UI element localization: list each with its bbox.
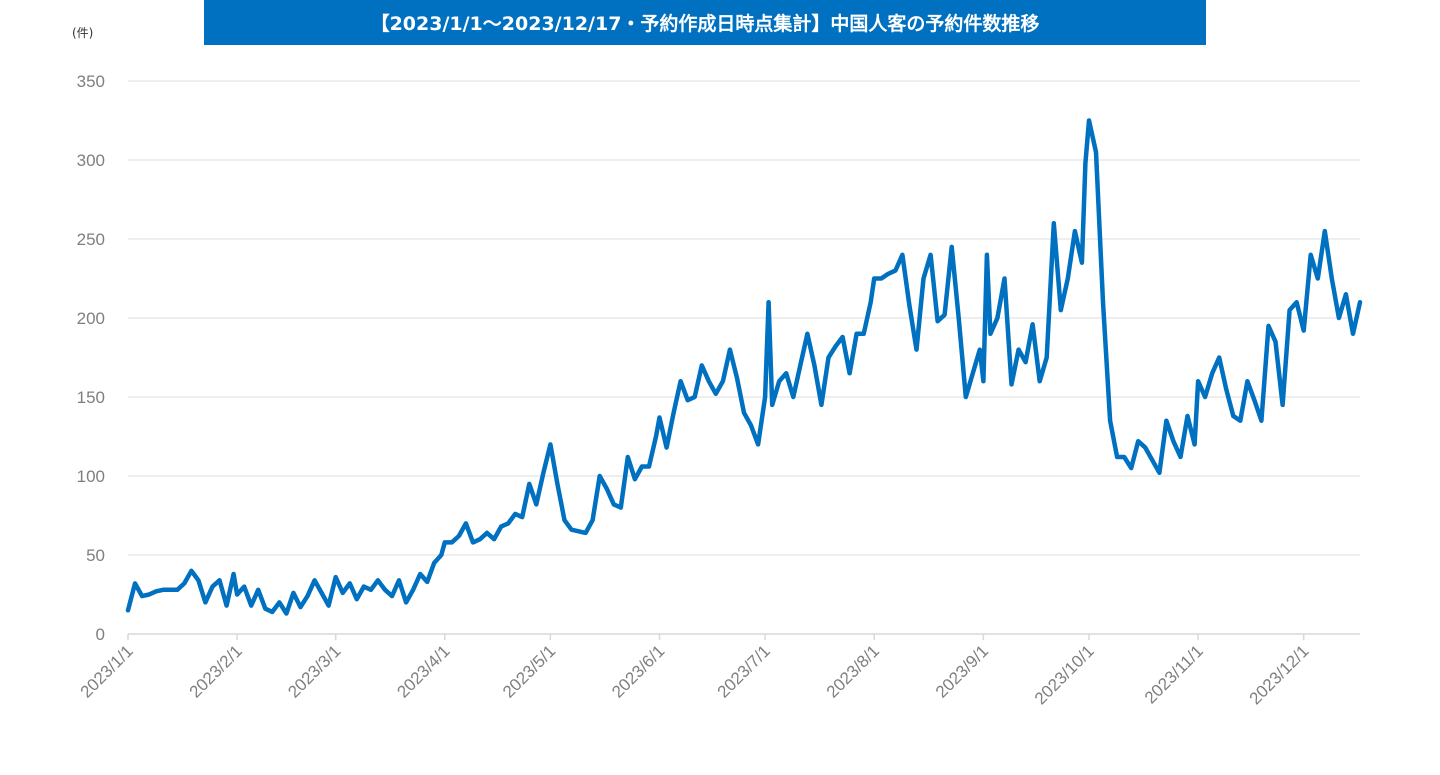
- x-tick-label: 2023/5/1: [499, 641, 559, 701]
- x-tick-label: 2023/11/1: [1141, 641, 1207, 707]
- x-tick-label: 2023/9/1: [932, 641, 992, 701]
- y-tick-label: 250: [77, 230, 105, 249]
- series-line: [125, 118, 1363, 616]
- x-tick-label: 2023/3/1: [284, 641, 344, 701]
- y-tick-label: 300: [77, 151, 105, 170]
- y-tick-label: 200: [77, 309, 105, 328]
- y-tick-label: 350: [77, 72, 105, 91]
- y-tick-label: 0: [96, 625, 105, 644]
- x-tick-label: 2023/2/1: [186, 641, 246, 701]
- y-tick-label: 100: [77, 467, 105, 486]
- y-tick-label: 150: [77, 388, 105, 407]
- x-tick-label: 2023/6/1: [608, 641, 668, 701]
- x-tick-label: 2023/4/1: [393, 641, 453, 701]
- x-tick-label: 2023/10/1: [1031, 641, 1098, 708]
- x-tick-label: 2023/7/1: [714, 641, 774, 701]
- x-tick-label: 2023/1/1: [77, 641, 137, 701]
- x-tick-label: 2023/8/1: [823, 641, 883, 701]
- chart-title: 【2023/1/1〜2023/12/17・予約作成日時点集計】中国人客の予約件数…: [204, 0, 1206, 45]
- y-tick-label: 50: [86, 546, 105, 565]
- y-axis-unit-label: (件): [72, 26, 94, 40]
- x-tick-label: 2023/12/1: [1246, 641, 1313, 708]
